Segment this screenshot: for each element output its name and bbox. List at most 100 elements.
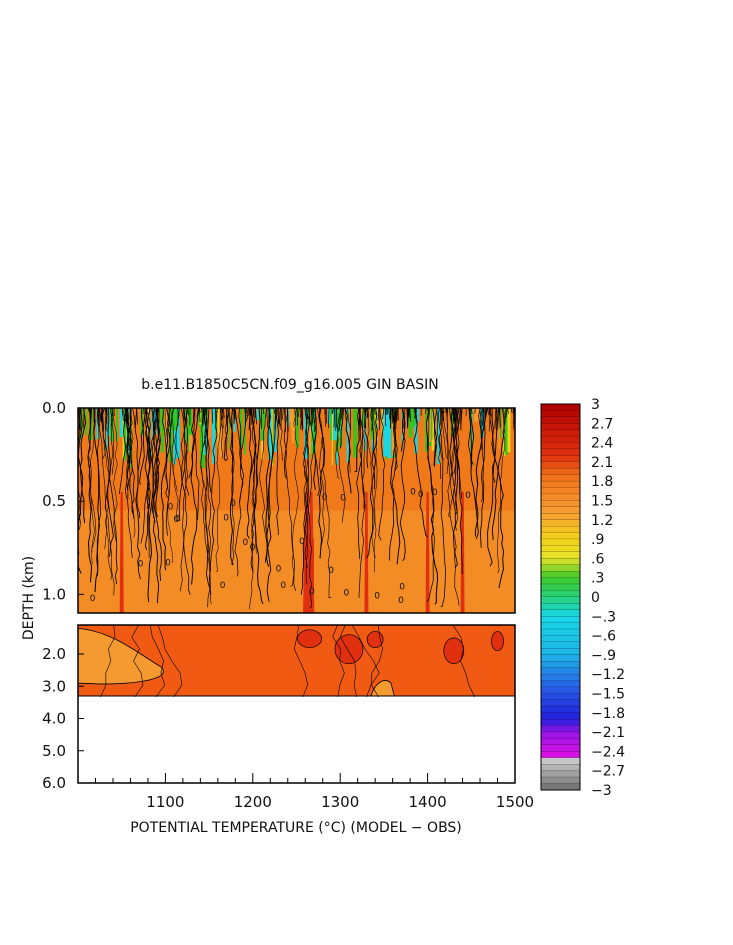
contour-line — [87, 408, 93, 583]
colorbar-band — [541, 487, 580, 495]
surface-stripe — [256, 408, 260, 421]
contour-line — [386, 408, 389, 415]
contour-line — [349, 408, 352, 430]
contour-line — [304, 408, 317, 569]
y-axis-lower: 2.0 3.0 4.0 5.0 6.0 — [42, 645, 84, 792]
contour-line — [89, 408, 92, 420]
contour-line — [202, 408, 205, 418]
surface-stripe — [271, 408, 273, 467]
surface-stripe — [219, 408, 223, 458]
surface-stripe — [416, 408, 420, 423]
surface-stripe — [504, 408, 509, 455]
contour-line — [262, 408, 265, 415]
colorbar-band — [541, 648, 580, 656]
contour-line — [136, 408, 138, 425]
colorbar-band — [541, 712, 580, 720]
contour-line — [88, 408, 96, 565]
colorbar-band — [541, 674, 580, 682]
contour-line — [311, 408, 313, 415]
contour-line — [170, 408, 179, 516]
contour-line — [294, 408, 297, 426]
colorbar-band — [541, 404, 580, 411]
contour-line — [100, 625, 116, 697]
contour-line — [175, 408, 183, 481]
colorbar-band — [541, 744, 580, 752]
y-tick-label: 1.0 — [42, 585, 66, 603]
contour-line — [123, 408, 126, 428]
surface-stripe — [383, 408, 388, 457]
contour-line — [413, 408, 429, 538]
colorbar-band — [541, 597, 580, 604]
surface-stripe — [175, 408, 178, 430]
surface-stripe — [373, 408, 376, 436]
y-axis-label: DEPTH (km) — [21, 556, 37, 640]
colorbar-band — [541, 732, 580, 739]
colorbar-band — [541, 635, 580, 643]
surface-stripe — [480, 408, 484, 437]
contour-label: 0 — [230, 499, 236, 509]
contour-label: 0 — [165, 559, 171, 569]
contour-label: 0 — [374, 591, 380, 601]
colorbar-band — [541, 738, 580, 746]
surface-stripe — [507, 408, 511, 453]
contour-label: 0 — [309, 587, 315, 597]
contour-label: 0 — [250, 543, 256, 553]
contour-line — [456, 408, 459, 422]
surface-stripe — [184, 408, 187, 443]
contour-line — [452, 408, 455, 421]
contour-label: 0 — [340, 494, 346, 504]
contour-line — [206, 408, 212, 493]
contour-line — [282, 408, 284, 420]
colorbar-tick-label: −.9 — [591, 648, 616, 664]
contour-line — [482, 408, 485, 431]
contour-line — [178, 408, 189, 522]
contour-line — [470, 408, 473, 415]
contour-line — [228, 408, 235, 566]
contour-line — [364, 408, 366, 428]
contour-line — [484, 408, 487, 418]
contour-line — [436, 408, 445, 460]
colorbar-band — [541, 461, 580, 469]
contour-line — [104, 408, 110, 549]
warm-plume — [425, 491, 430, 613]
contour-line — [249, 408, 252, 416]
contour-line — [507, 408, 509, 414]
contour-line — [135, 408, 148, 580]
colorbar-tick-label: −.3 — [591, 609, 616, 625]
x-tick-label: 1300 — [321, 793, 359, 811]
colorbar-band — [541, 654, 580, 662]
contour-label: 0 — [399, 583, 405, 593]
surface-stripe — [85, 408, 88, 435]
contour-line — [358, 408, 365, 509]
colorbar-band — [541, 667, 580, 675]
contour-line — [287, 408, 289, 432]
surface-stripe — [262, 408, 266, 424]
colorbar-band — [541, 751, 580, 759]
contour-line — [211, 408, 214, 424]
contour-line — [393, 408, 398, 471]
colorbar-band — [541, 603, 580, 611]
contour-line — [354, 408, 360, 473]
surface-stripe — [331, 408, 333, 466]
warm-blob — [334, 634, 364, 665]
contour-line — [134, 408, 138, 429]
colorbar-band — [541, 526, 580, 534]
colorbar-band — [541, 429, 580, 437]
contour-line — [126, 408, 136, 538]
surface-stripe — [211, 408, 216, 464]
y-tick-label: 2.0 — [42, 645, 66, 663]
contour-line — [145, 408, 155, 603]
warm-blob — [491, 631, 504, 652]
contour-line — [278, 408, 281, 427]
contour-line — [426, 408, 435, 603]
surface-stripe — [161, 408, 164, 453]
contour-label: 0 — [432, 488, 438, 498]
colorbar-tick-label: −2.1 — [591, 725, 625, 741]
colorbar-tick-label: .9 — [591, 532, 604, 548]
contour-line — [220, 408, 223, 430]
contour-line — [303, 408, 309, 532]
contour-line — [273, 408, 276, 415]
contour-line — [145, 408, 151, 559]
surface-stripe — [260, 408, 265, 441]
colorbar-tick-label: 2.4 — [591, 436, 613, 452]
